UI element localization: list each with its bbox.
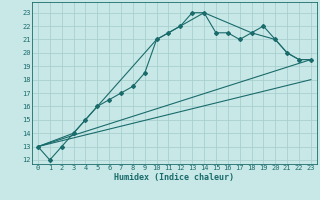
X-axis label: Humidex (Indice chaleur): Humidex (Indice chaleur) <box>115 173 234 182</box>
